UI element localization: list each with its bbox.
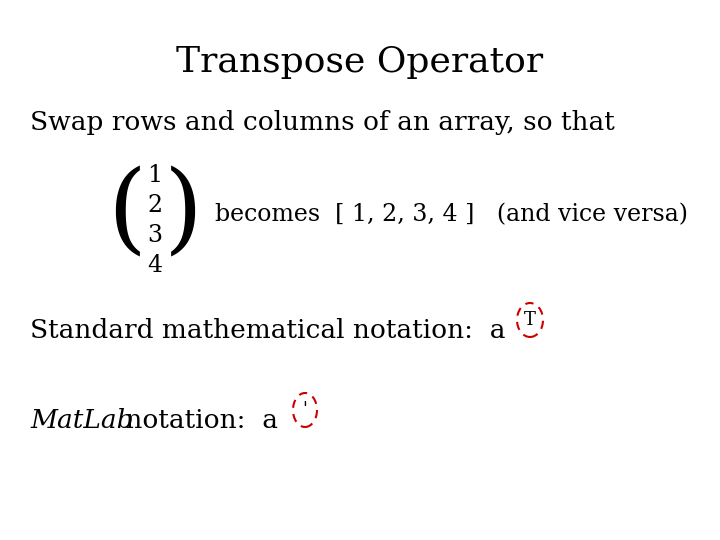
Text: Transpose Operator: Transpose Operator: [176, 45, 544, 79]
Text: MatLab: MatLab: [30, 408, 133, 433]
Text: 1: 1: [148, 164, 163, 186]
Text: (: (: [107, 167, 146, 263]
Text: Swap rows and columns of an array, so that: Swap rows and columns of an array, so th…: [30, 110, 615, 135]
Text: Standard mathematical notation:  a: Standard mathematical notation: a: [30, 318, 505, 342]
Text: 2: 2: [148, 193, 163, 217]
Text: ': ': [302, 401, 307, 419]
Text: T: T: [524, 311, 536, 329]
Text: ): ): [163, 167, 202, 263]
Text: 4: 4: [148, 253, 163, 276]
Text: 3: 3: [148, 224, 163, 246]
Text: becomes  [ 1, 2, 3, 4 ]   (and vice versa): becomes [ 1, 2, 3, 4 ] (and vice versa): [215, 204, 688, 226]
Text: notation:  a: notation: a: [117, 408, 278, 433]
